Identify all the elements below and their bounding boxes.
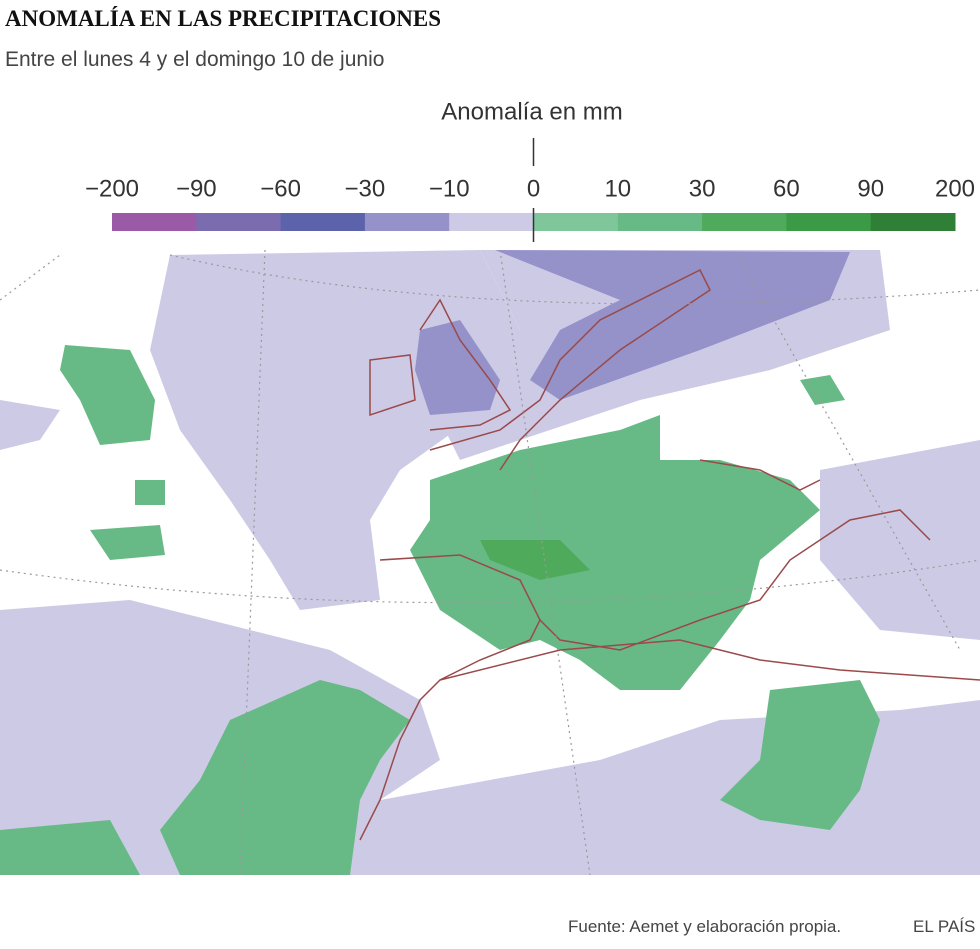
purple-area [495, 250, 850, 400]
legend-swatch [196, 213, 282, 231]
legend-swatch [617, 213, 703, 231]
green-area [60, 345, 165, 560]
legend-swatch [786, 213, 872, 231]
coastlines [359, 268, 980, 841]
legend-swatch [533, 213, 619, 231]
green-area [480, 540, 590, 580]
legend-tick-label: −200 [85, 175, 139, 202]
green-area [410, 415, 820, 690]
legend-tick-label: −30 [345, 175, 386, 202]
legend-swatch [702, 213, 787, 231]
legend-title: Anomalía en mm [441, 98, 622, 125]
lavender-area [0, 400, 980, 640]
source: Fuente: Aemet y elaboración propia. [568, 917, 842, 936]
legend-tick-label: 10 [604, 175, 631, 202]
legend: −200 −90 −60 −30 −10 0 10 30 60 90 200 [85, 138, 975, 242]
legend-tick-label: −60 [260, 175, 301, 202]
legend-tick-label: −90 [176, 175, 217, 202]
legend-tick-label: −10 [429, 175, 470, 202]
green-area [0, 680, 410, 875]
legend-swatch [449, 213, 534, 231]
map [0, 249, 980, 876]
legend-tick-label: 0 [527, 175, 540, 202]
legend-tick-label: 30 [689, 175, 716, 202]
legend-tick-label: 200 [935, 175, 975, 202]
legend-swatch [280, 213, 366, 231]
legend-swatch [112, 213, 197, 231]
graticule [0, 249, 980, 876]
brand: EL PAÍS [913, 917, 976, 936]
green-area [720, 375, 880, 830]
purple-area [415, 320, 500, 415]
title: ANOMALÍA EN LAS PRECIPITACIONES [5, 6, 442, 31]
legend-swatch [870, 213, 956, 231]
subtitle: Entre el lunes 4 y el domingo 10 de juni… [5, 48, 385, 71]
map-figure: Anomalía en mm −200 −90 −60 −30 −10 0 10 30 60 90… [0, 98, 980, 876]
legend-swatch [364, 213, 450, 231]
legend-tick-label: 90 [857, 175, 884, 202]
legend-tick-label: 60 [773, 175, 800, 202]
